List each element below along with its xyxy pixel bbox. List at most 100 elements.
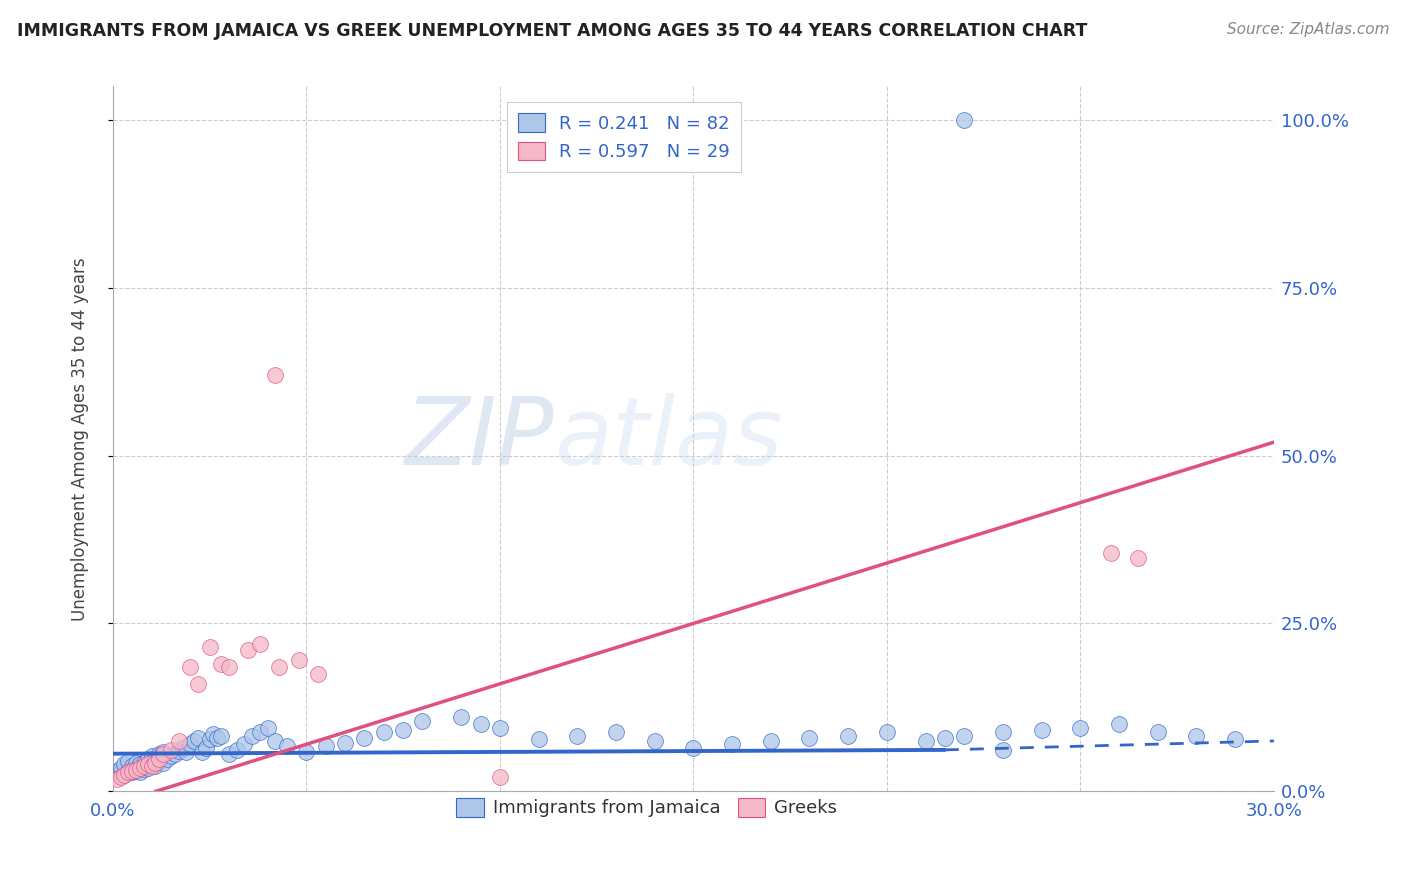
Point (148, 747, 170, 762)
Point (682, 740, 704, 755)
Point (1146, 725, 1168, 739)
Point (209, 729, 232, 743)
Point (187, 677, 209, 691)
Point (121, 759, 143, 773)
Point (194, 740, 217, 755)
Point (132, 762, 155, 776)
Point (136, 757, 159, 772)
Point (373, 725, 395, 739)
Point (114, 767, 136, 781)
Point (240, 729, 263, 743)
Point (209, 657, 232, 671)
Point (167, 744, 190, 758)
Point (249, 637, 271, 651)
Point (799, 731, 821, 745)
Point (160, 749, 183, 764)
Point (156, 752, 179, 766)
Point (411, 714, 433, 728)
Point (256, 721, 278, 735)
Point (183, 734, 205, 748)
Point (991, 742, 1014, 756)
Point (198, 731, 221, 746)
Point (315, 739, 337, 753)
Point (1225, 731, 1247, 746)
Point (307, 666, 329, 681)
Point (295, 745, 318, 759)
Point (114, 757, 136, 772)
Legend: Immigrants from Jamaica, Greeks: Immigrants from Jamaica, Greeks (450, 791, 845, 824)
Point (1128, 550, 1150, 565)
Point (333, 736, 356, 750)
Point (233, 737, 256, 751)
Point (125, 763, 148, 777)
Text: Source: ZipAtlas.com: Source: ZipAtlas.com (1226, 22, 1389, 37)
Point (121, 765, 143, 780)
Point (264, 734, 287, 748)
Point (145, 759, 167, 773)
Point (198, 640, 221, 654)
Point (141, 759, 163, 773)
Text: atlas: atlas (554, 393, 782, 484)
Point (567, 729, 589, 743)
Point (249, 725, 271, 739)
Point (179, 660, 201, 674)
Point (145, 750, 167, 764)
Point (110, 761, 132, 775)
Point (489, 721, 512, 735)
Point (276, 739, 298, 753)
Point (287, 653, 309, 667)
Point (527, 731, 550, 746)
Point (953, 112, 976, 127)
Point (914, 734, 936, 748)
Point (1108, 717, 1130, 731)
Point (202, 727, 225, 741)
Point (644, 734, 666, 748)
Point (136, 761, 159, 775)
Point (264, 368, 287, 382)
Point (934, 731, 956, 745)
Point (353, 731, 375, 745)
Point (152, 756, 174, 770)
Point (141, 749, 163, 764)
Point (141, 757, 163, 772)
Point (225, 742, 247, 756)
Point (129, 761, 152, 775)
Point (110, 770, 132, 784)
Point (121, 763, 143, 777)
Point (876, 725, 898, 739)
Point (1031, 723, 1053, 737)
Point (172, 740, 194, 755)
Point (470, 717, 492, 731)
Point (238, 643, 260, 657)
Point (117, 765, 139, 780)
Point (392, 723, 415, 737)
Point (117, 754, 139, 768)
Point (176, 745, 198, 759)
Point (105, 772, 128, 787)
Point (152, 747, 174, 762)
Point (125, 756, 148, 770)
Point (163, 747, 186, 762)
Point (991, 725, 1014, 739)
Point (117, 764, 139, 779)
Point (132, 759, 155, 773)
Point (125, 764, 148, 779)
Point (721, 737, 744, 751)
Point (105, 764, 128, 779)
Point (129, 765, 152, 780)
Point (1185, 729, 1208, 743)
Point (121, 764, 143, 779)
Point (1099, 546, 1122, 560)
Point (953, 729, 976, 743)
Point (132, 756, 155, 770)
Point (1069, 721, 1091, 735)
Point (179, 737, 201, 751)
Point (605, 725, 627, 739)
Text: ZIP: ZIP (405, 393, 554, 484)
Point (148, 752, 170, 766)
Point (129, 757, 152, 772)
Point (489, 770, 512, 784)
Point (160, 742, 183, 756)
Point (167, 734, 190, 748)
Y-axis label: Unemployment Among Ages 35 to 44 years: Unemployment Among Ages 35 to 44 years (72, 257, 89, 621)
